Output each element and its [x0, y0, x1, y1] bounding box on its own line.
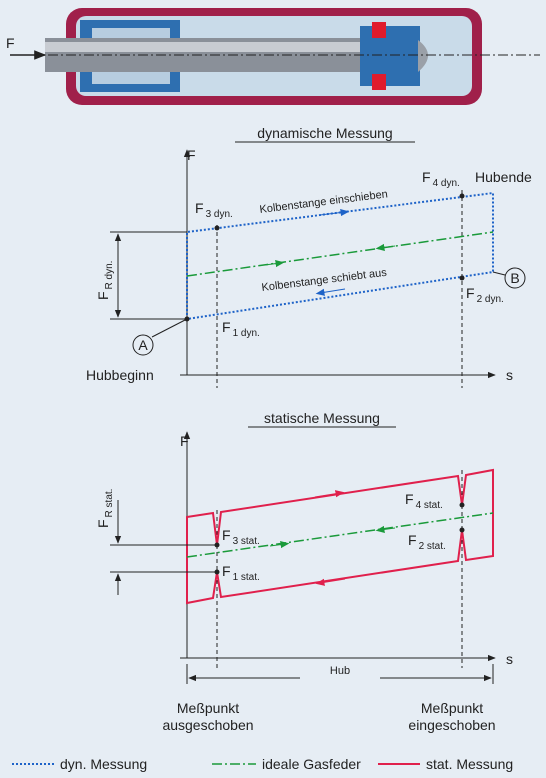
gas-spring: F: [6, 8, 540, 105]
label: F: [222, 319, 231, 335]
stroke: Hub: [330, 665, 350, 677]
dynamic-title: dynamische Messung: [257, 125, 392, 141]
push-out: Kolbenstange schiebt aus: [261, 267, 388, 294]
page: F dynamische Messung F s F3 dyn. F4 dyn.…: [0, 0, 546, 778]
label-sub: 4 stat.: [416, 500, 443, 511]
shape: [460, 194, 465, 199]
push-in: Kolbenstange einschieben: [259, 188, 389, 216]
shape: [187, 193, 493, 319]
label-sub: 2 stat.: [419, 541, 446, 552]
label: F: [405, 491, 414, 507]
stroke-end: Hubende: [475, 169, 532, 185]
shape: FR dyn.: [95, 261, 115, 300]
label: F: [222, 527, 231, 543]
legend-entry: stat. Messung: [426, 756, 513, 772]
label: F: [222, 563, 231, 579]
shape: [187, 232, 493, 276]
stat-x-axis: s: [506, 651, 513, 667]
legend: dyn. Messung ideale Gasfeder stat. Messu…: [12, 756, 513, 772]
shape: [152, 319, 187, 337]
shape: [493, 272, 505, 275]
label-sub: 2 dyn.: [477, 294, 504, 305]
label: F: [95, 519, 111, 528]
shape: [320, 289, 345, 293]
static-title: statische Messung: [264, 410, 380, 426]
point-out: Meßpunkt: [177, 700, 239, 716]
shape: [460, 276, 465, 281]
shape: [372, 22, 386, 38]
label-sub: 3 dyn.: [206, 209, 233, 220]
point-in: Meßpunkt: [421, 700, 483, 716]
point-in: eingeschoben: [408, 717, 495, 733]
shape: [360, 26, 420, 86]
shape: [187, 513, 493, 557]
label-sub: 3 stat.: [233, 536, 260, 547]
point-a: A: [138, 337, 148, 353]
label: F: [466, 285, 475, 301]
shape: FR stat.: [95, 489, 115, 528]
label: F: [95, 291, 111, 300]
label-sub: 1 dyn.: [233, 328, 260, 339]
shape: [372, 74, 386, 90]
stat-y-axis: F: [180, 433, 189, 449]
label-sub: 1 stat.: [233, 572, 260, 583]
shape: [460, 528, 465, 533]
shape: [460, 503, 465, 508]
label: F: [195, 200, 204, 216]
label-sub: R stat.: [104, 489, 115, 518]
dynamic-diagram: dynamische Messung: [110, 125, 525, 388]
shape: [215, 226, 220, 231]
legend-entry: dyn. Messung: [60, 756, 147, 772]
shape: [45, 42, 375, 52]
legend-entry: ideale Gasfeder: [262, 756, 361, 772]
stroke-start: Hubbeginn: [86, 367, 154, 383]
dyn-y-axis: F: [187, 147, 196, 163]
label: F: [422, 169, 431, 185]
point-out: ausgeschoben: [162, 717, 253, 733]
point-b: B: [510, 270, 519, 286]
label-sub: R dyn.: [104, 261, 115, 290]
label-sub: 4 dyn.: [433, 178, 460, 189]
dyn-x-axis: s: [506, 367, 513, 383]
label: F: [408, 532, 417, 548]
force-label: F: [6, 35, 15, 51]
